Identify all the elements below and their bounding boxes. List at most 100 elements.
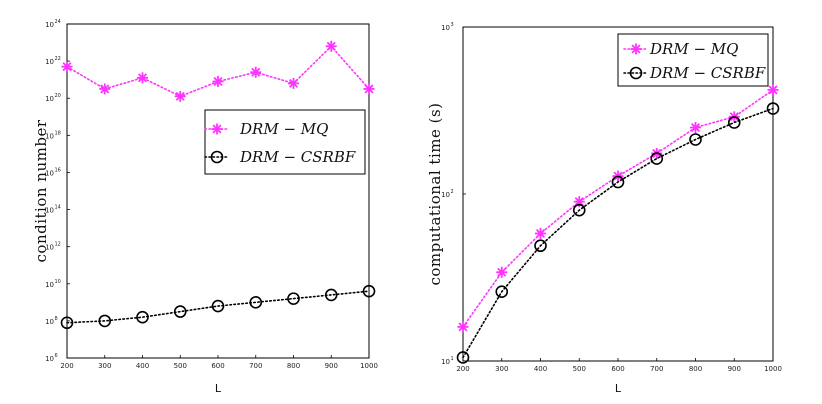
data-point-csrbf — [689, 133, 702, 146]
y-tick-label: 10 — [45, 355, 54, 363]
data-point-csrbf — [572, 203, 586, 217]
right-x-axis-label: L — [615, 382, 622, 395]
left-legend-marker-mq — [204, 123, 230, 135]
x-tick-label: 800 — [287, 362, 300, 370]
left-legend-marker-csrbf — [204, 150, 230, 164]
data-point-csrbf — [98, 314, 112, 328]
y-tick-exponent: 6 — [55, 353, 58, 359]
y-tick-label: 10 — [45, 58, 54, 66]
data-point-csrbf — [495, 285, 509, 298]
data-point-csrbf — [136, 310, 149, 324]
y-tick-exponent: 3 — [451, 22, 454, 28]
x-tick-label: 800 — [689, 365, 702, 373]
data-point-csrbf — [211, 299, 225, 313]
series-line-mq — [462, 89, 774, 328]
left-legend: DRM − MQ DRM − CSRBF — [204, 109, 366, 175]
y-tick-label: 10 — [45, 244, 54, 252]
series-line-csrbf — [462, 107, 774, 359]
y-tick-exponent: 24 — [55, 19, 61, 25]
legend-asterisk-marker — [211, 123, 223, 135]
left-x-axis-label: L — [215, 382, 222, 395]
y-tick-label: 10 — [45, 95, 54, 103]
y-tick-exponent: 10 — [55, 279, 61, 285]
data-point-mq — [61, 61, 73, 73]
left-legend-box — [204, 109, 366, 175]
data-point-mq — [212, 76, 224, 88]
data-point-csrbf — [650, 152, 664, 165]
data-point-mq — [363, 83, 375, 95]
y-tick-label: 10 — [441, 191, 450, 199]
right-y-axis-label: computational time (s) — [426, 102, 444, 285]
data-point-csrbf — [611, 175, 625, 189]
data-point-csrbf — [324, 288, 338, 302]
legend-circle-marker — [629, 66, 643, 80]
y-tick-exponent: 1 — [451, 356, 454, 362]
left-legend-label-mq: DRM − MQ — [239, 120, 328, 138]
x-tick-label: 300 — [495, 365, 508, 373]
x-tick-label: 900 — [325, 362, 338, 370]
right-series — [456, 84, 780, 364]
data-point-csrbf — [287, 292, 300, 305]
y-tick-label: 10 — [45, 21, 54, 29]
series-line-csrbf — [66, 290, 370, 324]
y-tick-exponent: 20 — [55, 93, 61, 99]
right-legend-marker-csrbf — [623, 66, 649, 80]
data-point-mq — [137, 72, 148, 84]
right-legend-marker-mq — [623, 43, 649, 55]
data-point-csrbf — [60, 316, 74, 330]
x-tick-label: 200 — [60, 362, 73, 370]
x-tick-label: 900 — [728, 365, 741, 373]
y-tick-exponent: 2 — [451, 189, 454, 195]
x-tick-label: 700 — [249, 362, 262, 370]
y-tick-label: 10 — [45, 207, 54, 215]
y-tick-exponent: 14 — [55, 205, 61, 211]
x-tick-label: 700 — [650, 365, 663, 373]
y-tick-label: 10 — [45, 169, 54, 177]
y-tick-exponent: 8 — [55, 316, 58, 322]
y-tick-exponent: 22 — [55, 56, 61, 62]
data-point-mq — [496, 266, 508, 278]
x-tick-label: 600 — [611, 365, 624, 373]
data-point-mq — [174, 90, 186, 102]
data-point-mq — [767, 84, 779, 96]
data-point-mq — [288, 77, 299, 89]
right-legend-box — [617, 33, 769, 87]
x-tick-label: 600 — [211, 362, 224, 370]
x-tick-label: 200 — [456, 365, 469, 373]
left-y-axis-label: condition number — [32, 119, 50, 262]
y-tick-exponent: 18 — [55, 130, 61, 136]
y-tick-exponent: 16 — [55, 167, 61, 173]
legend-asterisk-marker — [630, 43, 642, 55]
left-plot-frame — [66, 23, 370, 359]
y-tick-label: 10 — [441, 24, 450, 32]
data-point-csrbf — [362, 284, 376, 298]
legend-circle-marker — [210, 150, 224, 164]
data-point-mq — [690, 122, 701, 134]
y-tick-label: 10 — [45, 318, 54, 326]
data-point-csrbf — [766, 102, 780, 115]
left-x-ticks: 200 300 400 500 600 700 800 900 1000 — [60, 355, 378, 370]
right-legend-label-mq: DRM − MQ — [649, 40, 738, 58]
data-point-mq — [250, 66, 262, 78]
data-point-mq — [99, 83, 111, 95]
data-point-csrbf — [727, 116, 741, 129]
series-line-mq — [66, 45, 370, 98]
x-tick-label: 400 — [136, 362, 149, 370]
x-tick-label: 400 — [534, 365, 547, 373]
left-legend-label-csrbf: DRM − CSRBF — [239, 148, 356, 166]
right-x-ticks: 200 300 400 500 600 700 800 900 1000 — [456, 358, 782, 373]
data-point-csrbf — [173, 305, 187, 318]
y-tick-label: 10 — [45, 132, 54, 140]
right-legend-label-csrbf: DRM − CSRBF — [649, 64, 766, 82]
data-point-csrbf — [249, 296, 263, 309]
x-tick-label: 500 — [573, 365, 586, 373]
data-point-mq — [535, 228, 546, 240]
right-legend: DRM − MQ DRM − CSRBF — [617, 33, 769, 87]
data-point-csrbf — [534, 239, 547, 253]
data-point-mq — [457, 321, 469, 333]
y-tick-label: 10 — [45, 281, 54, 289]
